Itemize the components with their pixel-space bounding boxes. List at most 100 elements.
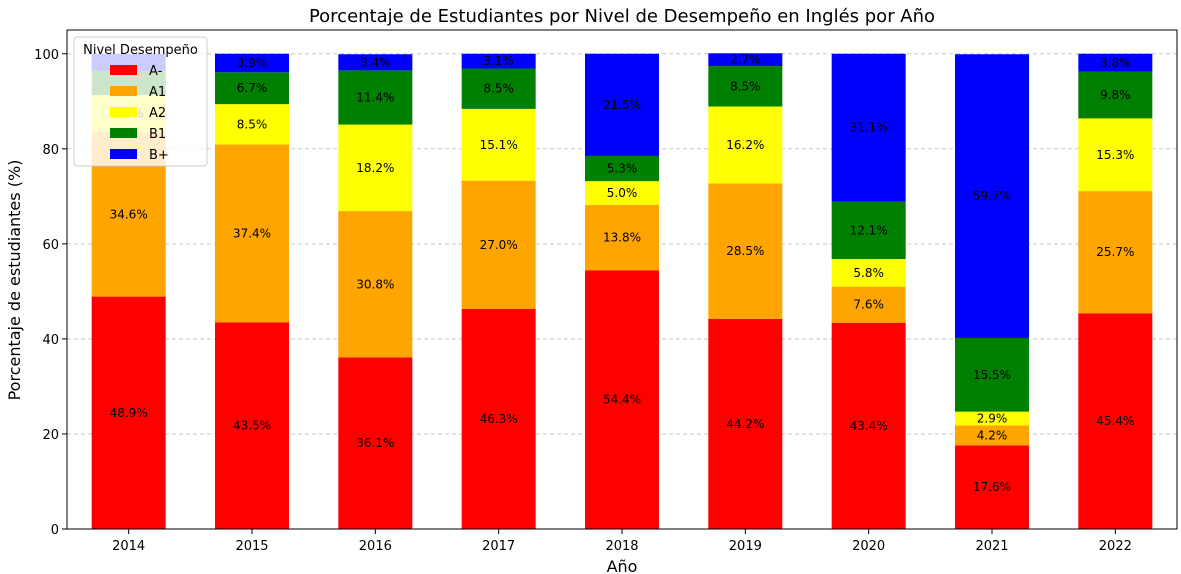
bar-segment [955, 337, 1029, 412]
data-label: 9.8% [1100, 88, 1131, 102]
bar-segment [585, 270, 659, 529]
bar-segment [215, 144, 289, 323]
data-label: 27.0% [480, 238, 518, 252]
bar-segment [215, 322, 289, 529]
data-label: 6.7% [237, 81, 268, 95]
bar-segment [461, 308, 536, 529]
data-label: 3.9% [237, 56, 268, 70]
data-label: 8.5% [237, 117, 268, 131]
bar-segment [461, 53, 536, 69]
bar-segment [585, 53, 659, 156]
bar-segment [831, 259, 906, 287]
bar-segment [338, 124, 413, 212]
bar-segment [1078, 313, 1153, 529]
bar-segment [708, 183, 783, 319]
data-label: 15.3% [1096, 148, 1134, 162]
data-label: 44.2% [726, 417, 764, 431]
data-label: 46.3% [480, 412, 518, 426]
bar-segment [831, 53, 906, 202]
data-label: 8.5% [730, 79, 761, 93]
legend-label: B1 [149, 127, 166, 142]
bar-segment [338, 357, 413, 529]
data-label: 15.5% [973, 368, 1011, 382]
legend-swatch [110, 107, 137, 117]
data-label: 25.7% [1096, 245, 1134, 259]
bar-segment [461, 180, 536, 309]
x-tick-label: 2020 [852, 539, 885, 554]
data-label: 3.4% [360, 55, 391, 69]
bar-segment [955, 54, 1029, 338]
y-tick-label: 80 [42, 143, 59, 158]
bar-segment [461, 68, 536, 109]
data-label: 2.7% [730, 53, 761, 67]
bar-segment [831, 286, 906, 323]
bar-segment [708, 53, 783, 67]
bar-segment [215, 72, 289, 105]
data-label: 28.5% [726, 244, 764, 258]
bar-segment [1078, 191, 1153, 314]
data-label: 43.5% [233, 419, 271, 433]
y-axis-title: Porcentaje de estudiantes (%) [5, 160, 24, 401]
bar-segment [338, 211, 413, 358]
bar-segment [708, 66, 783, 107]
data-label: 54.4% [603, 393, 641, 407]
data-label: 37.4% [233, 226, 271, 240]
data-label: 5.8% [853, 266, 884, 280]
data-label: 48.9% [110, 406, 148, 420]
data-label: 45.4% [1096, 414, 1134, 428]
legend-swatch [110, 65, 137, 75]
data-label: 18.2% [356, 161, 394, 175]
data-label: 34.6% [110, 207, 148, 221]
legend-label: A- [149, 64, 163, 79]
data-label: 12.1% [850, 223, 888, 237]
bar-segment [1078, 118, 1153, 192]
data-label: 16.2% [726, 138, 764, 152]
legend-label: A1 [149, 85, 166, 100]
data-label: 36.1% [356, 436, 394, 450]
data-label: 5.0% [607, 186, 638, 200]
data-label: 3.8% [1100, 56, 1131, 70]
legend-swatch [110, 128, 137, 138]
data-label: 13.8% [603, 231, 641, 245]
legend-label: A2 [149, 106, 166, 121]
y-tick-label: 100 [34, 48, 59, 63]
data-label: 43.4% [850, 419, 888, 433]
x-tick-label: 2014 [112, 539, 145, 554]
data-label: 21.5% [603, 98, 641, 112]
chart-title: Porcentaje de Estudiantes por Nivel de D… [309, 6, 935, 27]
legend-title: Nivel Desempeño [83, 43, 198, 58]
bar-segment [708, 106, 783, 184]
bar-segment [955, 411, 1029, 426]
legend-box [73, 36, 208, 167]
x-tick-label: 2015 [235, 539, 268, 554]
bars [91, 53, 1153, 529]
data-label: 15.1% [480, 138, 518, 152]
bar-segment [215, 53, 289, 73]
legend-label: B+ [149, 148, 169, 163]
bar-segment [215, 104, 289, 145]
bar-segment [831, 322, 906, 529]
y-tick-label: 60 [42, 238, 59, 253]
data-label: 31.1% [850, 121, 888, 135]
data-label: 3.1% [483, 54, 514, 68]
bar-segment [708, 318, 783, 529]
data-label: 2.9% [977, 412, 1008, 426]
bar-segment [461, 108, 536, 181]
y-tick-label: 20 [42, 428, 59, 443]
bar-segment [585, 204, 659, 271]
bar-segment [955, 445, 1029, 529]
y-tick-label: 40 [42, 333, 59, 348]
x-tick-label: 2019 [729, 539, 762, 554]
data-label: 30.8% [356, 277, 394, 291]
x-tick-label: 2018 [605, 539, 638, 554]
x-tick-label: 2016 [359, 539, 392, 554]
bar-segment [955, 425, 1029, 446]
bar-segment [338, 54, 413, 71]
bar-segment [585, 155, 659, 182]
data-label: 11.4% [356, 90, 394, 104]
data-labels: 48.9%34.6%7.8%43.5%37.4%8.5%6.7%3.9%36.1… [110, 53, 1135, 494]
x-tick-label: 2017 [482, 539, 515, 554]
bar-segment [585, 181, 659, 205]
bar-segment [1078, 71, 1153, 119]
